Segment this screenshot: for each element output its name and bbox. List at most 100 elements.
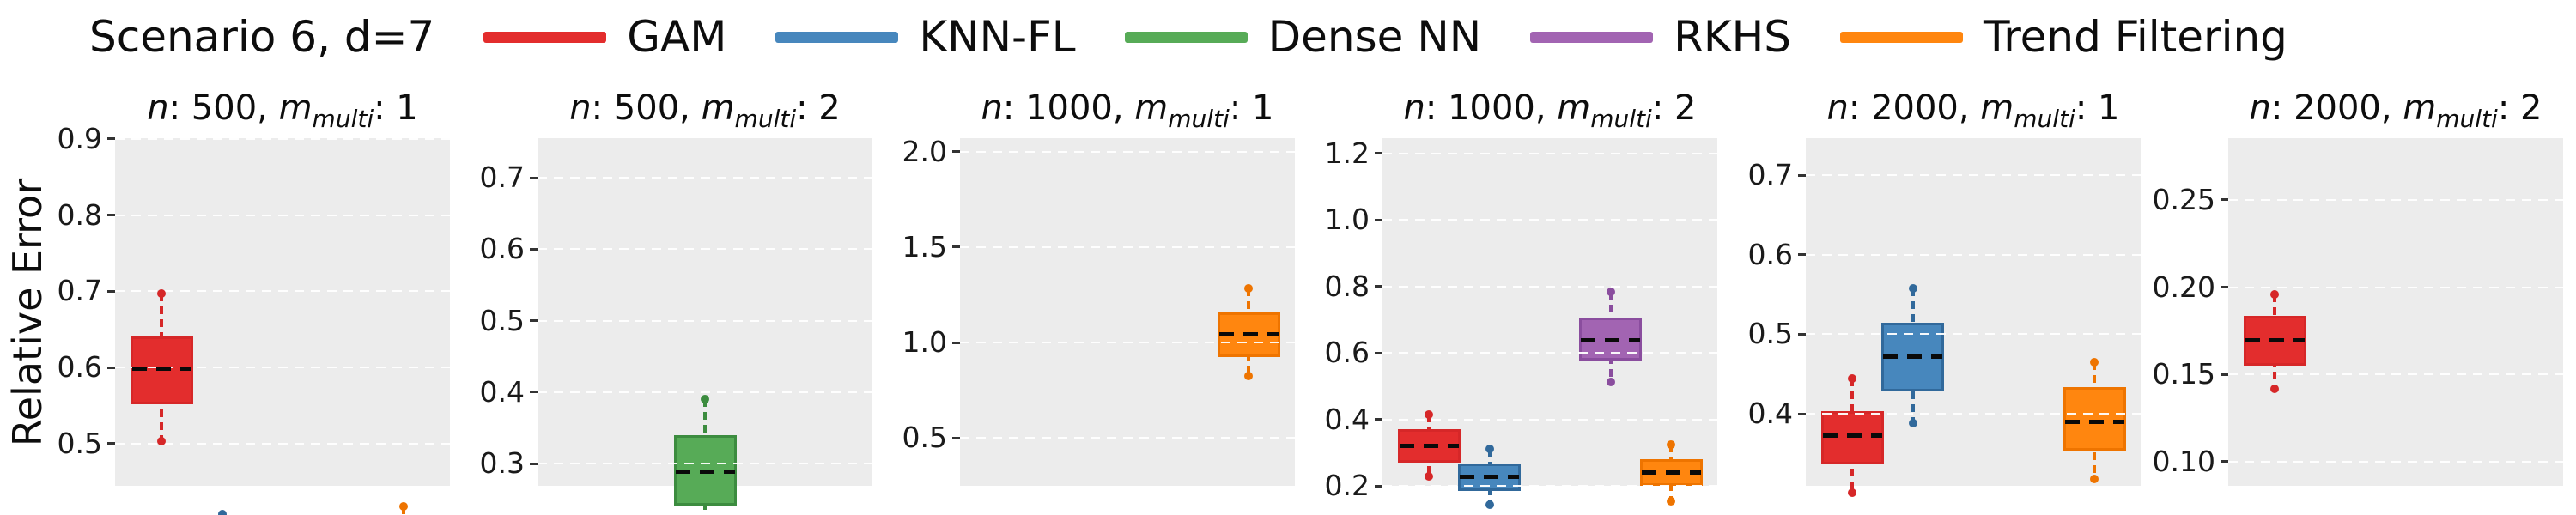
figure-header: Scenario 6, d=7 GAM KNN-FL Dense NN RKHS Tre… [89,10,2287,64]
y-tick-label: 0.7 [479,161,525,195]
whisker-cap-low-rkhs [1606,378,1615,387]
figure-title: Scenario 6, d=7 [89,12,435,62]
whisker-cap-high-gam [1425,409,1433,419]
gridline [1806,253,2141,256]
gridline [960,437,1295,439]
gridline [538,463,872,465]
median-line-gam [2245,337,2305,342]
legend-label: GAM [627,12,727,62]
y-tick-label: 0.6 [1747,237,1793,271]
plot-area [2228,138,2563,486]
legend-label: KNN-FL [919,12,1076,62]
gridline [115,367,450,369]
y-tick-mark [530,462,538,465]
whisker-cap-high-gam [157,289,166,299]
y-tick-mark [952,245,960,249]
median-line-knn-fl [1460,474,1519,479]
whisker-cap-low-trend-filtering [2090,474,2099,483]
panel-title: n: 1000, mmulti: 1 [981,88,1274,133]
legend-swatch-icon [1840,31,1963,43]
median-line-knn-fl [1883,354,1942,360]
median-line-rkhs [1581,337,1640,342]
y-tick-label: 0.5 [1747,317,1793,351]
plot-area [115,137,450,515]
y-tick-mark [2221,198,2228,202]
gridline [1382,152,1717,154]
gridline [1382,485,1717,487]
gridline [115,442,450,445]
whisker-cap-high-knn-fl [1485,445,1494,454]
legend-label: Trend Filtering [1984,12,2287,62]
plot-area [960,138,1295,486]
gridline [2228,460,2563,463]
legend-item-gam: GAM [483,12,726,62]
whisker-cap-low-gam [157,436,166,445]
plot-area [538,138,872,515]
median-line-dense-nn [675,470,735,475]
y-tick-mark [530,319,538,323]
y-tick-label: 0.3 [479,446,525,481]
y-tick-label: 0.6 [57,350,102,385]
y-tick-label: 1.0 [902,325,947,359]
gridline [960,245,1295,248]
median-line-trend-filtering [1218,331,1279,336]
y-tick-mark [530,391,538,394]
gridline [2228,373,2563,376]
plot-area [1382,138,1717,509]
y-tick-mark [1798,173,1806,177]
legend-item-rkhs: RKHS [1530,12,1791,62]
box-trend-filtering [2063,387,2126,451]
y-tick-mark [1798,412,1806,415]
legend-item-dense-nn: Dense NN [1124,12,1481,62]
whisker-cap-high-knn-fl [217,509,227,515]
whisker-cap-high-rkhs [1606,288,1615,297]
y-tick-mark [952,341,960,344]
panel-title: n: 500, mmulti: 1 [147,88,418,133]
y-tick-mark [107,137,115,141]
median-line-trend-filtering [2064,419,2124,424]
whisker-cap-low-gam [2270,384,2279,393]
y-tick-label: 1.5 [902,229,947,264]
y-tick-mark [1798,332,1806,336]
y-tick-mark [1375,285,1382,288]
y-tick-label: 0.5 [57,426,102,460]
whisker-trend-filtering [402,506,405,515]
gridline [538,248,872,251]
gridline [1806,174,2141,176]
y-tick-label: 0.25 [2152,182,2215,216]
y-tick-label: 0.8 [1324,269,1370,303]
y-tick-label: 2.0 [902,134,947,168]
y-tick-label: 0.9 [57,121,102,155]
whisker-cap-high-trend-filtering [399,502,408,512]
whisker-cap-high-knn-fl [1908,284,1917,294]
panel-title: n: 500, mmulti: 2 [569,88,841,133]
whisker-cap-low-gam [1425,472,1433,482]
legend-swatch-icon [483,31,607,43]
gridline [115,290,450,293]
median-line-gam [1399,443,1459,448]
panel-title: n: 2000, mmulti: 2 [2249,88,2543,133]
median-line-trend-filtering [1641,470,1701,475]
whisker-cap-high-dense-nn [701,395,709,404]
legend-swatch-icon [1530,31,1654,43]
y-tick-mark [2221,460,2228,464]
y-tick-mark [2221,373,2228,376]
gridline [538,177,872,179]
y-tick-label: 0.10 [2152,444,2215,478]
y-tick-label: 0.4 [1747,397,1793,431]
gridline [1382,418,1717,421]
y-tick-label: 0.20 [2152,270,2215,304]
legend-swatch-icon [775,31,899,43]
gridline [115,137,450,140]
y-tick-label: 0.8 [57,197,102,232]
legend-label: RKHS [1674,12,1791,62]
whisker-cap-high-gam [2270,290,2279,300]
y-tick-label: 0.7 [57,274,102,308]
y-tick-label: 0.15 [2152,357,2215,391]
gridline [538,391,872,393]
whisker-cap-low-knn-fl [1908,418,1917,427]
whisker-cap-low-knn-fl [1485,500,1494,509]
whisker-cap-high-trend-filtering [1244,283,1253,293]
legend-item-knn-fl: KNN-FL [775,12,1076,62]
